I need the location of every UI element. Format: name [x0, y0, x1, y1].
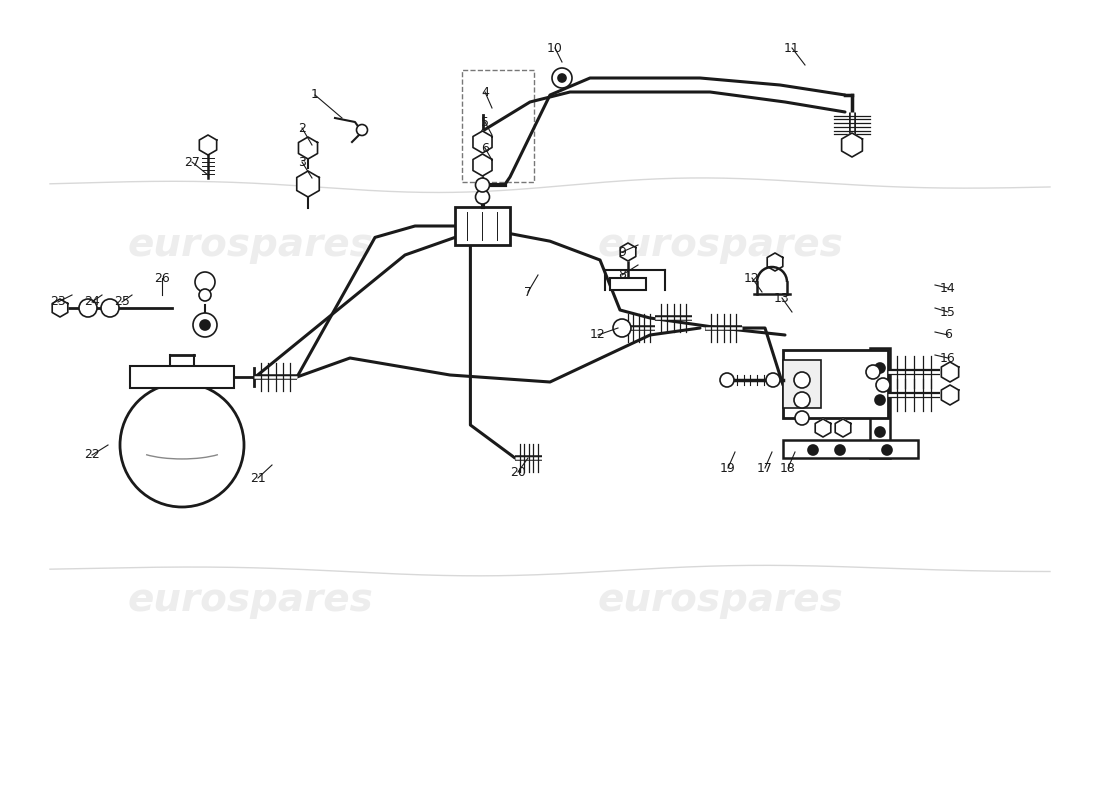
Circle shape — [356, 125, 367, 135]
Text: eurospares: eurospares — [597, 226, 843, 264]
Text: 24: 24 — [84, 295, 100, 309]
Text: 11: 11 — [784, 42, 800, 54]
Circle shape — [794, 372, 810, 388]
Text: 20: 20 — [510, 466, 526, 478]
Text: 5: 5 — [481, 115, 490, 129]
Circle shape — [720, 373, 734, 387]
Circle shape — [199, 289, 211, 301]
Text: 18: 18 — [780, 462, 796, 474]
Polygon shape — [942, 385, 959, 405]
Circle shape — [558, 74, 566, 82]
Circle shape — [766, 373, 780, 387]
Text: 4: 4 — [481, 86, 488, 98]
Text: 17: 17 — [757, 462, 773, 474]
Text: 6: 6 — [481, 142, 488, 154]
Circle shape — [876, 378, 890, 392]
Text: 19: 19 — [720, 462, 736, 474]
Circle shape — [120, 383, 244, 507]
Bar — [455, 207, 510, 245]
Circle shape — [794, 392, 810, 408]
Polygon shape — [473, 131, 492, 153]
Text: 25: 25 — [114, 295, 130, 309]
Bar — [462, 70, 534, 182]
Text: 2: 2 — [298, 122, 306, 134]
Text: 15: 15 — [940, 306, 956, 318]
Text: 9: 9 — [618, 246, 626, 258]
Circle shape — [808, 445, 818, 455]
Text: 23: 23 — [51, 295, 66, 309]
Polygon shape — [620, 243, 636, 261]
Text: 26: 26 — [154, 271, 169, 285]
Circle shape — [874, 395, 886, 405]
Polygon shape — [297, 171, 319, 197]
Circle shape — [882, 445, 892, 455]
Text: 12: 12 — [590, 329, 606, 342]
Polygon shape — [473, 154, 492, 176]
Bar — [870, 348, 890, 458]
Polygon shape — [52, 299, 68, 317]
Polygon shape — [835, 419, 850, 437]
Circle shape — [874, 427, 886, 437]
Bar — [783, 350, 888, 418]
Circle shape — [475, 190, 490, 204]
Bar — [783, 440, 918, 458]
Circle shape — [195, 272, 214, 292]
Text: 3: 3 — [298, 155, 306, 169]
Circle shape — [192, 313, 217, 337]
Text: 1: 1 — [311, 89, 319, 102]
Text: 10: 10 — [547, 42, 563, 54]
Polygon shape — [298, 137, 318, 159]
Text: 13: 13 — [774, 291, 790, 305]
Text: eurospares: eurospares — [128, 581, 373, 619]
Bar — [130, 366, 234, 388]
Polygon shape — [942, 362, 959, 382]
Circle shape — [874, 363, 886, 373]
Circle shape — [552, 68, 572, 88]
Circle shape — [200, 320, 210, 330]
Circle shape — [795, 411, 808, 425]
Circle shape — [101, 299, 119, 317]
Text: 8: 8 — [618, 269, 626, 282]
Circle shape — [613, 319, 631, 337]
Text: 12: 12 — [744, 271, 760, 285]
Bar — [783, 360, 821, 408]
Circle shape — [866, 365, 880, 379]
Circle shape — [475, 178, 490, 192]
Polygon shape — [815, 419, 830, 437]
Text: 27: 27 — [184, 155, 200, 169]
Circle shape — [79, 299, 97, 317]
Text: eurospares: eurospares — [597, 581, 843, 619]
Text: 16: 16 — [940, 351, 956, 365]
Polygon shape — [767, 253, 783, 271]
Bar — [610, 278, 646, 290]
Text: 22: 22 — [84, 449, 100, 462]
Text: eurospares: eurospares — [128, 226, 373, 264]
Circle shape — [835, 445, 845, 455]
Text: 7: 7 — [524, 286, 532, 298]
Text: 6: 6 — [944, 329, 952, 342]
Polygon shape — [199, 135, 217, 155]
Text: 21: 21 — [250, 471, 266, 485]
Text: 14: 14 — [940, 282, 956, 294]
Polygon shape — [842, 133, 862, 157]
